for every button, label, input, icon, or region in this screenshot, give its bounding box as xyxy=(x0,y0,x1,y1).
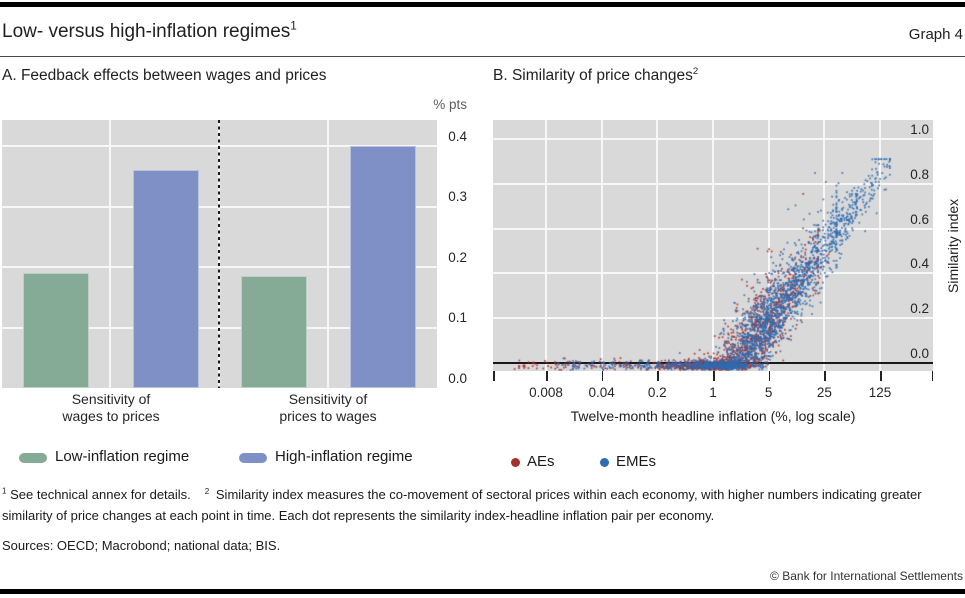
panel-a-yaxis-labels: 0.0 0.1 0.2 0.3 0.4 xyxy=(440,120,467,389)
panel-a-bar-chart xyxy=(2,120,437,388)
header-divider xyxy=(0,56,965,57)
category-label-line: Sensitivity of xyxy=(288,391,368,407)
yaxis-tick-label: 0.3 xyxy=(448,189,467,204)
xaxis-tick-label: 25 xyxy=(816,385,832,400)
gridline-vertical xyxy=(109,120,111,388)
xaxis-tickmark xyxy=(657,371,659,381)
xaxis-tick-label: 0.2 xyxy=(647,385,667,400)
bar-high-inflation-wages-to-prices xyxy=(133,170,199,388)
xaxis-tick-label: 0.008 xyxy=(529,385,563,400)
xaxis-tickmark xyxy=(493,371,495,381)
panel-a-title: A. Feedback effects between wages and pr… xyxy=(2,67,327,84)
panel-b-yaxis-title: Similarity index xyxy=(945,198,961,293)
bar-low-inflation-wages-to-prices xyxy=(23,273,89,388)
yaxis-tick-label: 0.4 xyxy=(448,128,467,144)
yaxis-tick-label: 0.6 xyxy=(910,211,929,227)
yaxis-tick-label: 0.1 xyxy=(448,310,467,325)
footnote-1-text: See technical annex for details. xyxy=(10,487,191,502)
panel-a-unit-label: % pts xyxy=(433,97,467,112)
bar-high-inflation-prices-to-wages xyxy=(350,146,416,388)
footnote-2-text: Similarity index measures the co-movemen… xyxy=(2,487,922,523)
yaxis-tick-label: 0.2 xyxy=(910,301,929,317)
xaxis-tick-label: 0.04 xyxy=(588,385,615,400)
panel-b-legend: AEs EMEs xyxy=(493,452,933,474)
yaxis-tick-label: 0.0 xyxy=(910,346,929,361)
panel-a-category-label-2: Sensitivity of prices to wages xyxy=(218,391,438,425)
category-label-line: prices to wages xyxy=(279,408,377,424)
graph-number-label: Graph 4 xyxy=(908,26,963,43)
top-rule xyxy=(0,2,965,7)
legend-label-low-inflation: Low-inflation regime xyxy=(55,448,190,465)
bar-low-inflation-prices-to-wages xyxy=(241,276,307,388)
legend-dot-aes xyxy=(511,458,520,467)
bottom-rule xyxy=(0,589,965,594)
xaxis-tick-label: 5 xyxy=(764,385,773,400)
footnote-2-marker: 2 xyxy=(204,486,210,496)
legend-label-emes: EMEs xyxy=(616,453,657,470)
panel-b-xaxis-title: Twelve-month headline inflation (%, log … xyxy=(570,408,856,424)
page-title-text: Low- versus high-inflation regimes xyxy=(2,21,291,42)
footnotes: 1 See technical annex for details. 2 Simi… xyxy=(2,484,932,526)
xaxis-tick-label: 1 xyxy=(709,385,717,400)
yaxis-tick-label: 0.0 xyxy=(448,370,467,386)
legend-label-aes: AEs xyxy=(527,453,555,470)
xaxis-tick-label: 125 xyxy=(868,385,892,400)
yaxis-tick-label: 1.0 xyxy=(910,122,929,137)
yaxis-tick-label: 0.8 xyxy=(910,166,929,182)
panel-b-xaxis-labels: 0.008 0.04 0.2 1 5 25 125 xyxy=(493,385,933,401)
yaxis-tick-label: 0.2 xyxy=(448,249,467,265)
scatter-points-canvas xyxy=(493,120,933,371)
panel-b-title-text: B. Similarity of price changes xyxy=(493,67,693,84)
xaxis-tickmark xyxy=(546,371,548,381)
legend-swatch-high-inflation xyxy=(239,453,267,463)
xaxis-tickmark xyxy=(880,371,882,381)
legend-swatch-low-inflation xyxy=(19,453,47,463)
xaxis-tickmark xyxy=(768,371,771,381)
panel-a-category-label-1: Sensitivity of wages to prices xyxy=(1,391,221,425)
legend-dot-emes xyxy=(600,458,609,467)
yaxis-tick-label: 0.4 xyxy=(910,256,929,272)
group-separator-dashed-line xyxy=(218,120,220,388)
xaxis-tickmark xyxy=(824,371,826,381)
category-label-line: wages to prices xyxy=(62,408,160,424)
category-label-line: Sensitivity of xyxy=(71,391,151,407)
page-title: Low- versus high-inflation regimes1 xyxy=(2,19,297,43)
xaxis-tickmark xyxy=(931,371,933,381)
panel-b-title: B. Similarity of price changes2 xyxy=(493,67,698,85)
legend-label-high-inflation: High-inflation regime xyxy=(275,448,413,465)
panel-a-legend: Low-inflation regime High-inflation regi… xyxy=(2,447,462,469)
footnote-1-marker: 1 xyxy=(2,486,7,496)
sources-line: Sources: OECD; Macrobond; national data;… xyxy=(2,538,281,553)
panel-b-scatter-chart: 0.0 0.2 0.4 0.6 0.8 1.0 xyxy=(493,120,933,371)
panel-b-xaxis-ticks xyxy=(493,371,933,381)
xaxis-tickmark xyxy=(601,371,604,381)
page-title-footnote-marker: 1 xyxy=(290,19,297,33)
xaxis-tickmark xyxy=(713,371,715,381)
gridline-vertical xyxy=(327,120,329,388)
copyright-line: © Bank for International Settlements xyxy=(770,569,963,583)
panel-b-footnote-marker: 2 xyxy=(692,65,699,77)
